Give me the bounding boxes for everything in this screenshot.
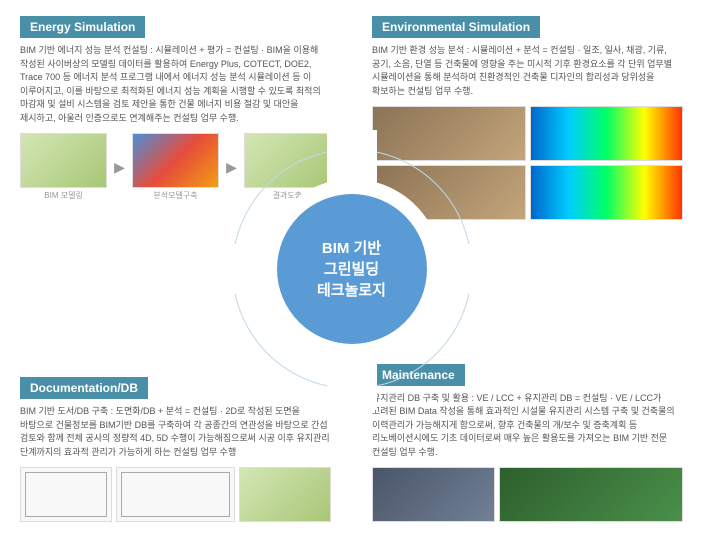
panel-desc: BIM 기반 환경 성능 분석 : 시뮬레이션 + 분석 = 컨설팅 · 일조,… <box>372 44 683 98</box>
panel-title: Energy Simulation <box>20 16 145 38</box>
arrow-icon: ▶ <box>223 159 240 176</box>
thumb-analysis-model <box>132 133 219 188</box>
arrow-icon: ▶ <box>111 159 128 176</box>
thumb-mechanical <box>372 467 495 522</box>
panel-title: Environmental Simulation <box>372 16 540 38</box>
panel-title: Documentation/DB <box>20 377 148 399</box>
thumb-facility-3d <box>499 467 683 522</box>
center-line: BIM 기반 <box>322 240 381 257</box>
panel-documentation-db: Documentation/DB BIM 기반 도서/DB 구축 : 도면화/D… <box>8 369 343 530</box>
panel-maintenance: Maintenance 유지관리 DB 구축 및 활용 : VE / LCC +… <box>360 356 695 531</box>
panel-desc: 유지관리 DB 구축 및 활용 : VE / LCC + 유지관리 DB = 컨… <box>372 392 683 460</box>
thumb-label: BIM 모델링 <box>20 190 107 201</box>
center-circle: BIM 기반 그린빌딩 테크놀로지 <box>277 194 427 344</box>
thumb-room-render <box>372 106 526 161</box>
thumb-bim-model <box>20 133 107 188</box>
image-row <box>372 467 683 522</box>
center-line: 그린빌딩 <box>324 261 379 278</box>
panel-desc: BIM 기반 에너지 성능 분석 컨설팅 : 시뮬레이션 + 평가 = 컨설팅 … <box>20 44 331 125</box>
center-line: 테크놀로지 <box>317 282 386 299</box>
thumb-floorplan <box>116 467 235 522</box>
thumb-thermal-analysis <box>530 106 684 161</box>
center-title: BIM 기반 그린빌딩 테크놀로지 <box>317 238 386 301</box>
thumb-3d-model <box>239 467 331 522</box>
thumb-cfd-analysis <box>530 165 684 220</box>
panel-desc: BIM 기반 도서/DB 구축 : 도면화/DB + 분석 = 컨설팅 · 2D… <box>20 405 331 459</box>
thumb-label: 분석모델구축 <box>132 190 219 201</box>
thumb-document-sheet <box>20 467 112 522</box>
image-row <box>20 467 331 522</box>
